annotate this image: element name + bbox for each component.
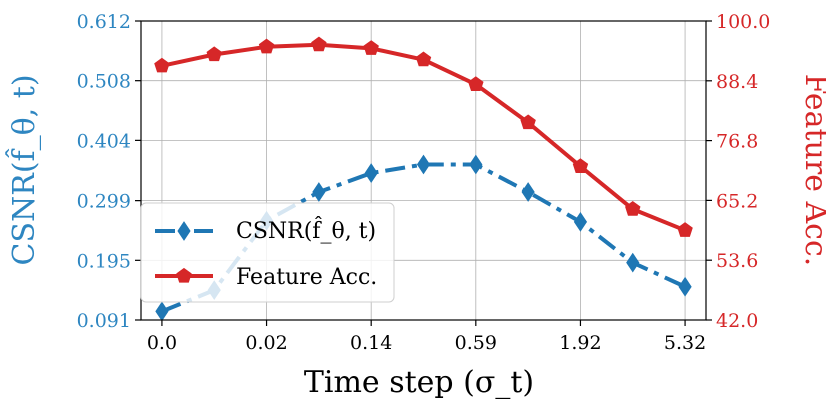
data-point xyxy=(468,76,484,91)
data-point xyxy=(677,222,693,237)
data-point xyxy=(258,38,275,54)
data-point xyxy=(416,154,431,175)
data-point xyxy=(573,211,588,232)
right-axis-ticks: 42.0 53.6 65.2 76.8 88.4 100.0 xyxy=(706,11,770,332)
left-axis-ticks: 0.091 0.195 0.299 0.404 0.508 0.612 xyxy=(77,11,141,332)
data-point xyxy=(572,158,589,173)
series-1 xyxy=(154,36,693,237)
right-tick-label: 53.6 xyxy=(716,250,758,272)
left-tick-label: 0.091 xyxy=(77,310,131,332)
data-point xyxy=(364,163,378,183)
data-point xyxy=(363,40,379,55)
legend-label-feature-acc: Feature Acc. xyxy=(236,265,377,290)
left-tick-label: 0.404 xyxy=(77,130,131,152)
data-point xyxy=(626,252,640,273)
data-point xyxy=(154,57,170,73)
data-point xyxy=(311,36,327,52)
left-tick-label: 0.195 xyxy=(77,250,131,272)
right-tick-label: 65.2 xyxy=(716,190,758,212)
right-tick-label: 100.0 xyxy=(716,11,770,33)
right-tick-label: 76.8 xyxy=(716,131,758,153)
legend-marker-shape xyxy=(176,267,192,283)
data-point xyxy=(521,182,535,202)
legend-marker-feature-acc xyxy=(176,267,192,283)
data-point xyxy=(415,51,432,67)
x-tick-label: 0.02 xyxy=(245,332,287,354)
data-point xyxy=(469,154,483,175)
right-tick-label: 42.0 xyxy=(716,310,758,332)
legend: CSNR(f̂_θ, t) Feature Acc. xyxy=(140,202,395,303)
right-tick-label: 88.4 xyxy=(716,71,758,93)
x-tick-label: 1.92 xyxy=(559,332,601,354)
plot-frame xyxy=(140,20,707,321)
data-point xyxy=(206,46,222,62)
left-tick-label: 0.508 xyxy=(77,71,131,93)
series-line xyxy=(161,42,686,233)
legend-label-csnr: CSNR(f̂_θ, t) xyxy=(236,217,376,244)
x-tick-label: 0.0 xyxy=(147,332,177,354)
x-tick-label: 0.14 xyxy=(350,332,392,354)
x-axis-label: Time step (σ_t) xyxy=(304,365,534,400)
left-tick-label: 0.612 xyxy=(77,11,131,33)
x-tick-label: 0.59 xyxy=(455,332,497,354)
data-point xyxy=(155,301,169,322)
data-point xyxy=(678,276,692,297)
y-axis-label-right: Feature Acc. xyxy=(798,74,826,267)
x-tick-label: 5.32 xyxy=(664,332,706,354)
y-axis-label-left: CSNR(f̂_θ, t) xyxy=(5,74,42,265)
x-axis-ticks: 0.0 0.02 0.14 0.59 1.92 5.32 xyxy=(147,320,706,354)
data-point xyxy=(625,201,641,216)
legend-marker-shape xyxy=(177,221,191,241)
data-point xyxy=(520,114,536,130)
left-tick-label: 0.299 xyxy=(77,191,131,213)
legend-marker-csnr xyxy=(177,221,191,241)
data-point xyxy=(312,182,326,202)
